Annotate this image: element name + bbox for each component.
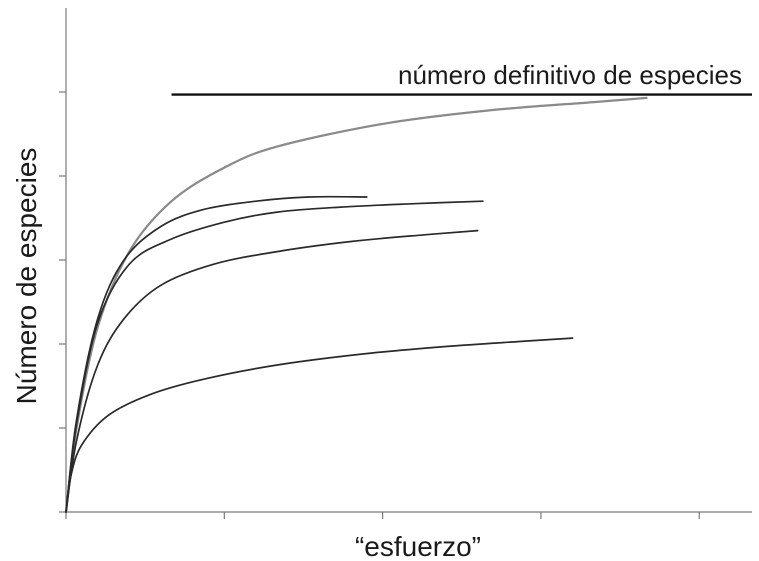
y-axis-label: Número de especies [11,148,42,405]
series-line-3 [65,200,484,513]
reference-line-label: número definitivo de especies [398,60,742,90]
series-line-1 [64,96,648,514]
series-group [64,96,648,514]
series-line-2 [65,195,368,513]
series-line-5 [65,337,574,513]
series-line-4 [65,229,479,513]
x-axis-label: “esfuerzo” [355,531,481,561]
axis-ticks [59,91,700,519]
axes [59,8,752,519]
